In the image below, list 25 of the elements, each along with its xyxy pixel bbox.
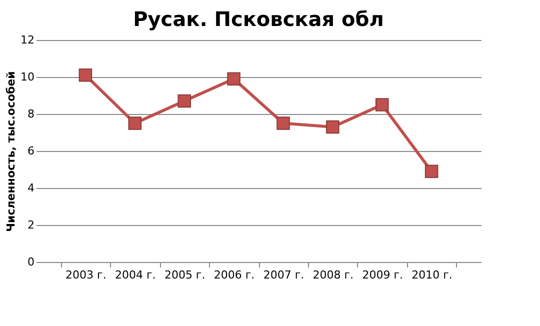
y-tick-label: 0 (28, 256, 34, 268)
point (326, 120, 340, 134)
x-tick-label: 2006 г. (214, 268, 255, 282)
point (78, 68, 92, 82)
point (375, 98, 389, 112)
x-tick-label: 2008 г. (312, 268, 354, 282)
x-tick-label: 2009 г. (362, 268, 403, 282)
x-tick-label: 2003 г. (66, 268, 106, 282)
chart-title: Русак. Псковская обл (133, 7, 384, 31)
point (276, 116, 290, 130)
point (424, 164, 438, 178)
y-axis-title: Численность, тыс.особей (4, 71, 18, 232)
x-tick-label: 2007 г. (263, 268, 304, 282)
y-tick-label: 8 (28, 108, 34, 120)
point (178, 94, 191, 108)
y-tick-label: 4 (28, 182, 34, 194)
y-tick-label: 12 (20, 34, 34, 46)
y-tick-label: 2 (28, 218, 34, 232)
point (227, 72, 240, 86)
x-tick-label: 2005 г. (164, 268, 206, 282)
x-tick-label: 2010 г. (412, 268, 452, 282)
y-tick-label: 10 (20, 70, 34, 84)
point (128, 116, 142, 130)
y-tick-label: 6 (28, 144, 34, 158)
x-tick-label: 2004 г. (115, 268, 156, 282)
